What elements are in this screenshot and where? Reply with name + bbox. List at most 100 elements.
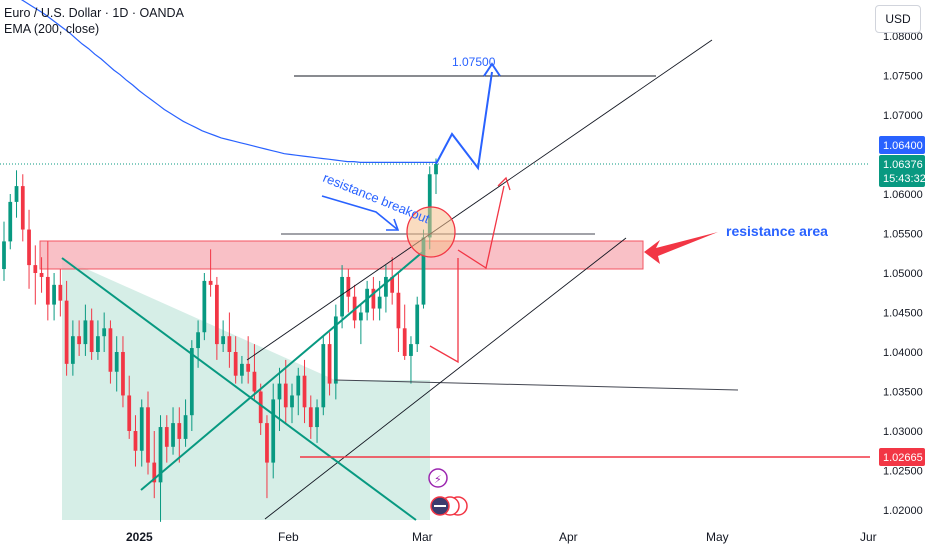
support-price-badge-text: 1.02665 xyxy=(883,452,923,464)
breakout-circle xyxy=(406,206,456,258)
candle-body xyxy=(358,312,363,321)
candle-body xyxy=(108,328,113,372)
candle-body xyxy=(252,371,257,392)
breakout-arrowhead xyxy=(386,218,400,231)
time-label-apr: Apr xyxy=(559,530,578,544)
projection-red-arrowhead xyxy=(497,176,511,191)
candle-body xyxy=(14,186,19,202)
candle-body xyxy=(58,284,63,301)
candle-body xyxy=(246,363,251,372)
candle-body xyxy=(52,284,56,305)
candle-body xyxy=(77,336,82,345)
price-tick-label: 1.05000 xyxy=(883,268,923,280)
candle-body xyxy=(321,344,326,408)
candle-body xyxy=(333,316,338,384)
candles-layer xyxy=(2,158,438,522)
candle-body xyxy=(409,344,413,356)
time-label-mar: Mar xyxy=(412,530,433,544)
price-tick-label: 1.03000 xyxy=(883,426,923,438)
last-price-badge-text: 1.06376 xyxy=(883,159,923,171)
price-tick-label: 1.04000 xyxy=(883,347,923,359)
projection-red-path-up xyxy=(457,185,505,270)
dividend-icon[interactable] xyxy=(428,468,448,488)
candle-body xyxy=(70,336,75,364)
candle-body xyxy=(102,328,107,337)
time-label-feb: Feb xyxy=(278,530,299,544)
target-label: 1.07500 xyxy=(452,55,496,69)
indicator-title[interactable]: EMA (200, close) xyxy=(4,22,100,36)
ema-200-line xyxy=(20,0,436,163)
chart-header: Euro / U.S. Dollar · 1D · OANDA EMA (200… xyxy=(4,5,184,37)
currency-button[interactable]: USD xyxy=(875,5,921,33)
candle-body xyxy=(390,276,395,293)
candle-body xyxy=(240,363,244,376)
candle-body xyxy=(2,241,6,270)
candle-body xyxy=(377,296,382,309)
price-tick-label: 1.06000 xyxy=(883,189,923,201)
price-tick-label: 1.05500 xyxy=(883,229,923,241)
channel-upper-line xyxy=(246,39,713,361)
candle-body xyxy=(208,280,213,285)
resistance-area-label: resistance area xyxy=(726,223,828,239)
channel-lower-line xyxy=(264,237,627,520)
candle-body xyxy=(221,336,226,345)
resistance-area-arrow xyxy=(644,232,718,264)
time-label-jun: Jur xyxy=(860,530,877,544)
last-price-badge xyxy=(879,155,925,187)
projection-blue-arrowhead xyxy=(483,62,501,77)
candle-body xyxy=(340,276,344,317)
candle-body xyxy=(227,336,232,352)
candle-body xyxy=(371,288,376,309)
candle-body xyxy=(133,431,138,451)
candle-body xyxy=(402,328,407,356)
candle-body xyxy=(83,320,88,345)
candle-body xyxy=(146,407,150,463)
candle-body xyxy=(283,383,288,408)
candle-body xyxy=(152,462,157,483)
price-tick-labels: 1.08000 1.07500 1.07000 1.06000 1.05500 1.050… xyxy=(883,31,923,517)
countdown-text: 15:43:32 xyxy=(883,173,926,185)
time-label-may: May xyxy=(706,530,729,544)
candle-body xyxy=(396,292,401,329)
breakout-arrow xyxy=(321,195,399,231)
price-tick-label: 1.02000 xyxy=(883,505,923,517)
candle-body xyxy=(202,280,207,333)
candle-body xyxy=(434,163,438,175)
candle-body xyxy=(64,300,69,364)
green-trend-up xyxy=(140,249,426,491)
price-tick-label: 1.03500 xyxy=(883,387,923,399)
grey-support-line xyxy=(334,379,739,391)
candle-body xyxy=(315,407,319,428)
candle-body xyxy=(365,288,370,313)
candle-body xyxy=(39,273,44,277)
candle-body xyxy=(265,423,269,463)
lightning-icon: ⚡ xyxy=(434,473,442,486)
support-price-badge xyxy=(879,448,925,466)
time-axis[interactable]: 2025 Feb Mar Apr May Jur xyxy=(126,530,877,544)
candle-body xyxy=(271,399,276,463)
candle-body xyxy=(27,229,31,266)
price-tick-label: 1.07000 xyxy=(883,110,923,122)
candle-body xyxy=(45,276,50,305)
candle-body xyxy=(89,320,94,352)
green-trend-down xyxy=(61,257,417,521)
candle-body xyxy=(427,174,432,238)
candle-body xyxy=(415,304,420,345)
candle-body xyxy=(302,375,307,408)
candle-body xyxy=(384,276,388,297)
candle-body xyxy=(177,423,182,439)
candle-body xyxy=(114,352,119,372)
candle-body xyxy=(258,391,263,424)
symbol-title[interactable]: Euro / U.S. Dollar · 1D · OANDA xyxy=(4,6,184,20)
candle-body xyxy=(327,344,332,384)
candle-body xyxy=(20,186,25,230)
flag-stripes xyxy=(434,505,446,507)
candle-body xyxy=(290,395,294,408)
price-tick-label: 1.02500 xyxy=(883,466,923,478)
ema-price-badge-text: 1.06400 xyxy=(883,140,923,152)
candle-body xyxy=(421,237,426,305)
price-tick-label: 1.08000 xyxy=(883,31,923,43)
event-icons[interactable]: ⚡ xyxy=(428,468,468,516)
projection-blue-path xyxy=(435,71,493,171)
